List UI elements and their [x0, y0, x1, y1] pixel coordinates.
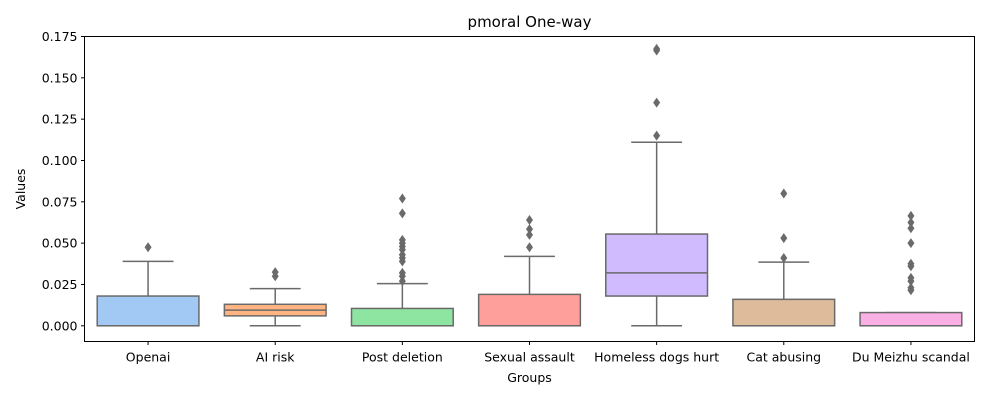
outlier-point	[398, 234, 406, 245]
y-tick-label: 0.050	[42, 236, 78, 251]
outlier-point	[653, 97, 661, 108]
outlier-point	[907, 272, 915, 283]
box-group	[859, 210, 963, 327]
y-tick-label: 0.150	[42, 70, 78, 85]
outlier-point	[526, 242, 533, 253]
outlier-point	[144, 242, 152, 253]
outlier-point	[398, 267, 406, 278]
x-axis-label: Groups	[507, 370, 552, 385]
outlier-point	[907, 282, 915, 293]
y-axis-label: Values	[13, 169, 28, 210]
y-tick-label: 0.025	[42, 277, 78, 292]
outlier-point	[780, 253, 788, 264]
x-tick-label: Openai	[126, 350, 171, 365]
box	[732, 298, 836, 327]
outlier-point	[907, 258, 915, 269]
y-tick-label: 0.100	[42, 153, 78, 168]
box	[96, 295, 200, 327]
box	[605, 233, 709, 297]
outlier-point	[907, 223, 915, 234]
y-tick-label: 0.075	[42, 194, 78, 209]
y-tick-label: 0.175	[42, 29, 78, 44]
box	[477, 293, 582, 327]
outlier-point	[526, 224, 533, 235]
box-group	[223, 267, 327, 327]
box-group	[732, 188, 836, 327]
outlier-point	[907, 217, 915, 228]
x-tick-label: Sexual assault	[484, 350, 575, 365]
x-tick-label: Du Meizhu scandal	[852, 350, 970, 365]
outlier-point	[526, 214, 533, 225]
x-tick-label: Cat abusing	[746, 350, 821, 365]
outlier-point	[398, 193, 406, 204]
outlier-point	[907, 210, 915, 221]
outlier-point	[271, 267, 279, 278]
box-group	[605, 43, 709, 327]
box-group	[477, 214, 582, 327]
x-tick-label: AI risk	[256, 350, 295, 365]
x-tick-label: Post deletion	[362, 350, 443, 365]
outlier-point	[780, 233, 788, 244]
x-tick-label: Homeless dogs hurt	[594, 350, 719, 365]
box	[859, 311, 963, 327]
box	[350, 307, 454, 327]
y-tick-label: 0.000	[42, 318, 78, 333]
chart-title: pmoral One-way	[468, 13, 592, 31]
outlier-point	[653, 43, 661, 54]
box-group	[96, 242, 200, 327]
outlier-point	[780, 188, 788, 199]
y-tick-label: 0.125	[42, 112, 78, 127]
outlier-point	[398, 208, 406, 219]
box-group	[350, 193, 454, 327]
outlier-point	[526, 229, 533, 240]
outlier-point	[653, 130, 661, 141]
outlier-point	[907, 238, 915, 249]
